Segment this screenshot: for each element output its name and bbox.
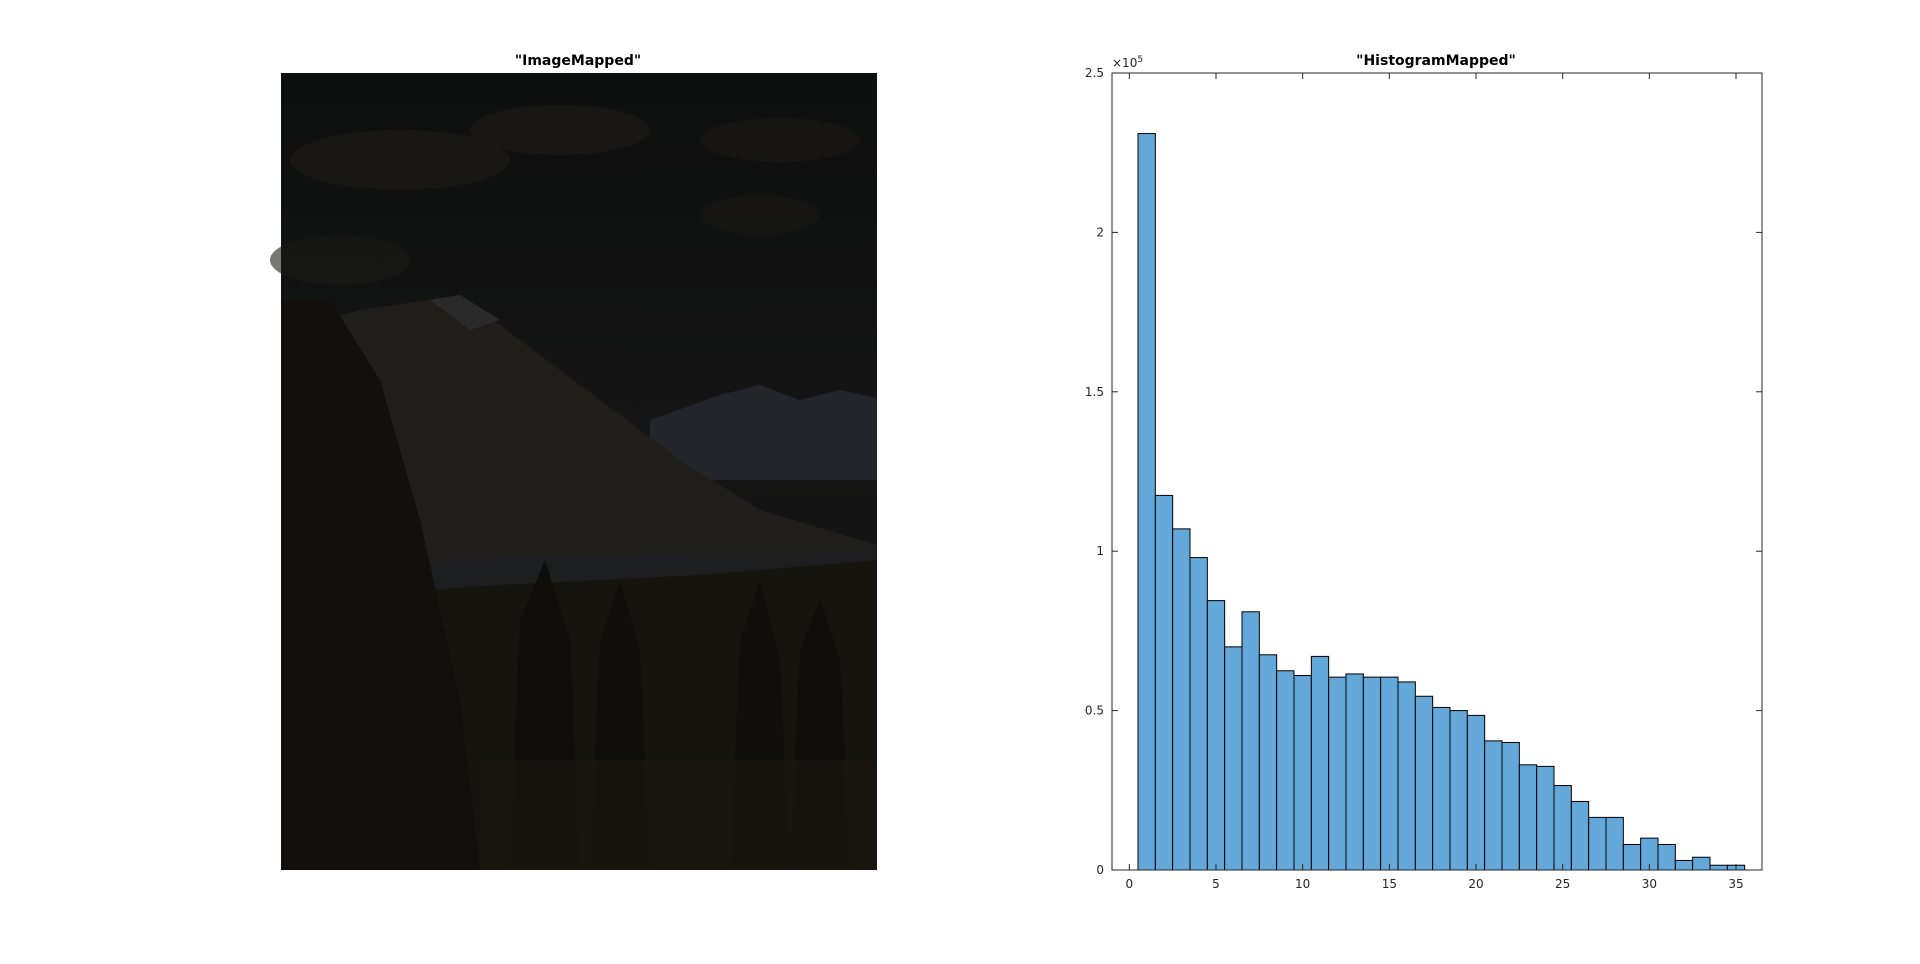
histogram-bar xyxy=(1293,675,1312,871)
histogram-bar xyxy=(1570,800,1590,871)
histogram-bar xyxy=(1172,528,1191,871)
x-tick-label: 35 xyxy=(1728,877,1743,891)
histogram-bar xyxy=(1553,785,1572,871)
histogram-bar xyxy=(1362,676,1382,871)
y-axis-ticks: 0 0.5 1 1.5 2 2.5 xyxy=(1085,66,1762,877)
histogram-bar xyxy=(1518,764,1538,871)
y-tick-label: 1 xyxy=(1096,544,1104,558)
x-tick-label: 25 xyxy=(1555,877,1570,891)
histogram-bar xyxy=(1258,654,1278,871)
histogram-bar xyxy=(1241,611,1260,871)
histogram-bar xyxy=(1466,714,1486,871)
histogram-bar xyxy=(1709,864,1728,871)
histogram-bar xyxy=(1224,646,1243,871)
histogram-bar xyxy=(1536,765,1555,871)
image-title: "ImageMapped" xyxy=(515,53,641,69)
histogram-bar xyxy=(1310,655,1330,871)
histogram-bar xyxy=(1657,843,1676,871)
histogram-bar xyxy=(1206,600,1226,871)
histogram-bar xyxy=(1605,816,1624,871)
image-panel: "ImageMapped" xyxy=(270,53,877,870)
chart-title: "HistogramMapped" xyxy=(1356,53,1516,69)
histogram-bar xyxy=(1449,710,1468,871)
histogram-chart: "HistogramMapped" ×105 0 5 10 15 20 25 30 35 00… xyxy=(1085,53,1763,891)
histogram-bar xyxy=(1345,673,1364,871)
histogram-bar xyxy=(1674,859,1694,871)
mapped-image xyxy=(270,73,877,870)
histogram-bar xyxy=(1397,681,1416,871)
y-tick-label: 0.5 xyxy=(1085,704,1104,718)
histogram-bar xyxy=(1692,856,1711,871)
histogram-bar xyxy=(1154,494,1174,871)
y-exponent-base: ×10 xyxy=(1112,56,1137,70)
y-tick-label: 2 xyxy=(1096,225,1104,239)
histogram-bar xyxy=(1414,695,1434,871)
y-tick-label: 1.5 xyxy=(1085,385,1104,399)
histogram-bar xyxy=(1328,676,1347,871)
y-tick-label: 2.5 xyxy=(1085,66,1104,80)
y-tick-label: 0 xyxy=(1096,863,1104,877)
histogram-bar xyxy=(1588,816,1607,871)
x-tick-label: 5 xyxy=(1212,877,1220,891)
y-exponent-power: 5 xyxy=(1137,55,1143,65)
histogram-bar xyxy=(1137,133,1156,871)
histogram-bar xyxy=(1380,676,1399,871)
bars xyxy=(1137,133,1746,871)
histogram-bar xyxy=(1501,741,1520,871)
histogram-bar xyxy=(1622,843,1642,871)
x-tick-label: 15 xyxy=(1382,877,1397,891)
plot-box xyxy=(1111,72,1763,871)
histogram-bar xyxy=(1484,740,1503,871)
histogram-bar xyxy=(1432,706,1451,871)
x-tick-label: 30 xyxy=(1642,877,1657,891)
x-tick-label: 10 xyxy=(1295,877,1310,891)
x-tick-label: 0 xyxy=(1126,877,1134,891)
x-axis-ticks: 0 5 10 15 20 25 30 35 xyxy=(1126,73,1744,891)
x-tick-label: 20 xyxy=(1468,877,1483,891)
histogram-bar xyxy=(1189,557,1208,871)
y-exponent-label: ×105 xyxy=(1112,55,1143,70)
histogram-bar xyxy=(1276,670,1295,871)
